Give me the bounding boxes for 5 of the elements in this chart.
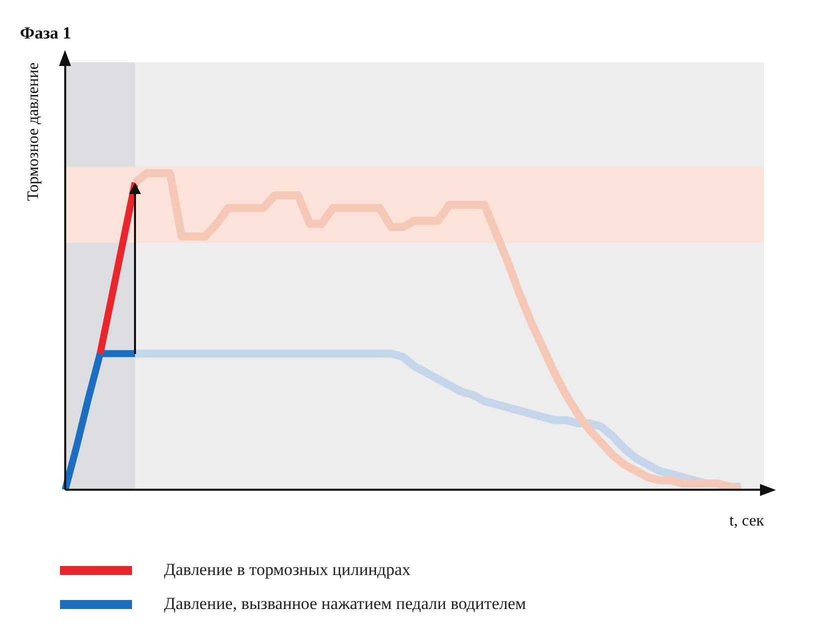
- legend-label: Давление, вызванное нажатием педали водителем: [164, 594, 526, 614]
- chart-title: Фаза 1: [20, 24, 72, 43]
- x-axis-title: t, сек: [729, 512, 764, 530]
- legend-label: Давление в тормозных цилиндрах: [164, 560, 410, 580]
- y-axis-title: Тормозное давление: [24, 62, 42, 201]
